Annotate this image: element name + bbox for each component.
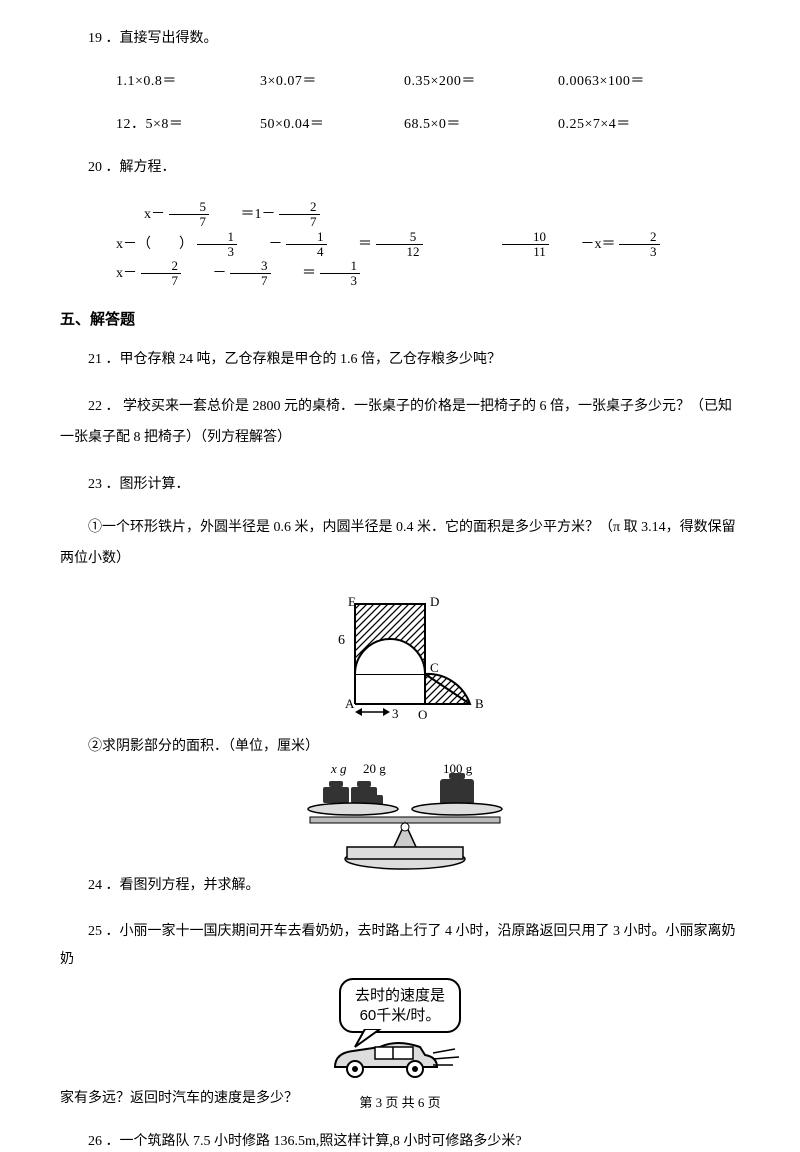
expr: 0.35×200＝ [376,71,526,92]
expr: 50×0.04＝ [232,114,372,135]
expr: 68.5×0＝ [376,114,526,135]
q23-label: 23 ．图形计算． [60,474,740,495]
eq-text: － [185,263,227,284]
label-D: D [430,594,439,609]
numerator: 5 [376,230,423,245]
eq3: 1011 －x＝ 23 [474,230,660,260]
q23-p1: ①一个环形铁片，外圆半径是 0.6 米，内圆半径是 0.4 米．它的面积是多少平… [60,513,740,575]
denominator: 12 [376,245,423,259]
numerator: 1 [286,230,327,245]
denominator: 3 [320,274,361,288]
label-20g: 20 g [363,761,386,776]
denominator: 7 [141,274,182,288]
q19-row1: 1.1×0.8＝ 3×0.07＝ 0.35×200＝ 0.0063×100＝ [60,71,740,92]
denominator: 3 [619,245,660,259]
denominator: 7 [279,215,320,229]
q23-figure2: x g 20 g 100 g [60,759,740,881]
eq-text: － [241,234,283,255]
q26: 26 ．一个筑路队 7.5 小时修路 136.5m,照这样计算,8 小时可修路多… [60,1131,740,1152]
denominator: 3 [197,245,238,259]
q25-figure: 去时的速度是 60千米/时。 [60,978,740,1084]
q23-p2-row: ②求阴影部分的面积．（单位，厘米） [60,736,740,757]
q20-label: 20 ．解方程． [60,157,740,178]
label-A: A [345,696,355,711]
expr: 3×0.07＝ [232,71,372,92]
label-xg: x g [330,761,347,776]
numerator: 10 [502,230,549,245]
numerator: 1 [197,230,238,245]
q21: 21 ．甲仓存粮 24 吨，乙仓存粮是甲仓的 1.6 倍，乙仓存粮多少吨？ [60,349,740,370]
numerator: 2 [141,259,182,274]
label-3: 3 [392,706,399,721]
speech-line1: 去时的速度是 [355,986,445,1006]
section-5-title: 五、解答题 [60,309,740,332]
q22: 22 ． 学校买来一套总价是 2800 元的桌椅．一张桌子的价格是一把椅子的 6… [60,392,740,454]
eq-text: x－ [116,204,165,225]
q19-row2: 12．5×8＝ 50×0.04＝ 68.5×0＝ 0.25×7×4＝ [60,114,740,135]
numerator: 3 [230,259,271,274]
expr: 0.0063×100＝ [530,71,680,92]
label-B: B [475,696,484,711]
denominator: 11 [502,245,549,259]
eq-text: －x＝ [553,234,616,255]
eq-text: x－（ ） [88,234,193,255]
expr: 1.1×0.8＝ [88,71,228,92]
denominator: 7 [169,215,210,229]
expr: 0.25×7×4＝ [530,114,680,135]
eq1: x－ 57 ＝1－ 27 [88,200,320,230]
eq-text: ＝ [274,263,316,284]
q23-figure1: E D C A O B 6 3 [60,594,740,736]
q25-line1: 25 ．小丽一家十一国庆期间开车去看奶奶，去时路上行了 4 小时，沿原路返回只用… [60,918,740,974]
expr: 12．5×8＝ [88,114,228,135]
eq4: x－ 27 － 37 ＝ 13 [60,259,360,289]
numerator: 1 [320,259,361,274]
numerator: 2 [619,230,660,245]
q19-label: 19 ．直接写出得数。 [60,28,740,49]
denominator: 7 [230,274,271,288]
label-6: 6 [338,633,345,648]
page-footer: 第 3 页 共 6 页 [0,1093,800,1113]
q20-equations: x－ 57 ＝1－ 27 x－（ ） 13 － 14 ＝ 512 1011 －x… [60,200,740,289]
speech-line2: 60千米/时。 [355,1006,445,1026]
q23-p2: ②求阴影部分的面积．（单位，厘米） [60,736,319,757]
eq-text: x－ [88,263,137,284]
eq-text: ＝1－ [213,204,276,225]
eq2: x－（ ） 13 － 14 ＝ 512 [60,230,423,260]
label-C: C [430,660,439,675]
label-E: E [348,594,356,609]
label-O: O [418,707,427,722]
eq-text: ＝ [330,234,372,255]
denominator: 4 [286,245,327,259]
numerator: 5 [169,200,210,215]
numerator: 2 [279,200,320,215]
speech-bubble: 去时的速度是 60千米/时。 [339,978,461,1033]
